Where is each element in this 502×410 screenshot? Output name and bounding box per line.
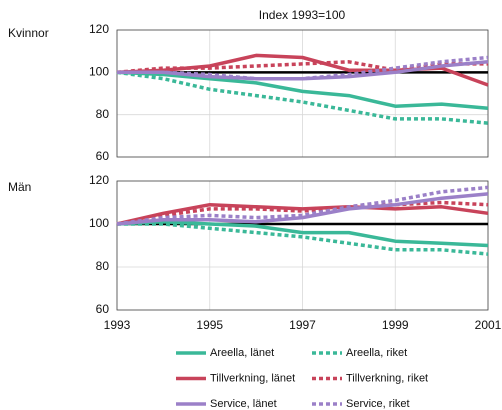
y-tick-label: 80 [96, 107, 110, 121]
y-tick-label: 60 [96, 149, 110, 163]
series-line [116, 70, 489, 111]
series-line [116, 60, 488, 75]
legend-label: Areella, länet [210, 347, 274, 359]
legend-label: Tillverkning, riket [346, 372, 428, 384]
x-tick-label: 1995 [196, 318, 223, 332]
y-tick-label: 100 [89, 65, 109, 79]
series-line [116, 202, 489, 226]
panel-label: Kvinnor [8, 26, 49, 40]
legend-label: Tillverkning, länet [210, 372, 295, 384]
x-tick-label: 1999 [382, 318, 409, 332]
y-tick-label: 60 [96, 302, 110, 316]
y-tick-label: 120 [89, 173, 109, 187]
series-line [116, 220, 489, 248]
series-line [117, 222, 489, 256]
x-tick-label: 2001 [475, 318, 502, 332]
legend-label: Service, riket [346, 398, 410, 410]
legend-label: Service, länet [210, 398, 277, 410]
x-tick-label: 1997 [289, 318, 316, 332]
plot-frame [116, 29, 489, 158]
chart-title: Index 1993=100 [259, 8, 346, 22]
series-line [117, 55, 489, 81]
legend-label: Areella, riket [346, 347, 407, 359]
y-tick-label: 120 [89, 22, 109, 36]
y-tick-label: 80 [96, 259, 110, 273]
x-tick-label: 1993 [104, 318, 131, 332]
panel-label: Män [8, 180, 31, 194]
series-line [116, 185, 489, 226]
series-line [116, 200, 489, 226]
series-line [116, 192, 489, 226]
y-tick-label: 100 [89, 216, 109, 230]
